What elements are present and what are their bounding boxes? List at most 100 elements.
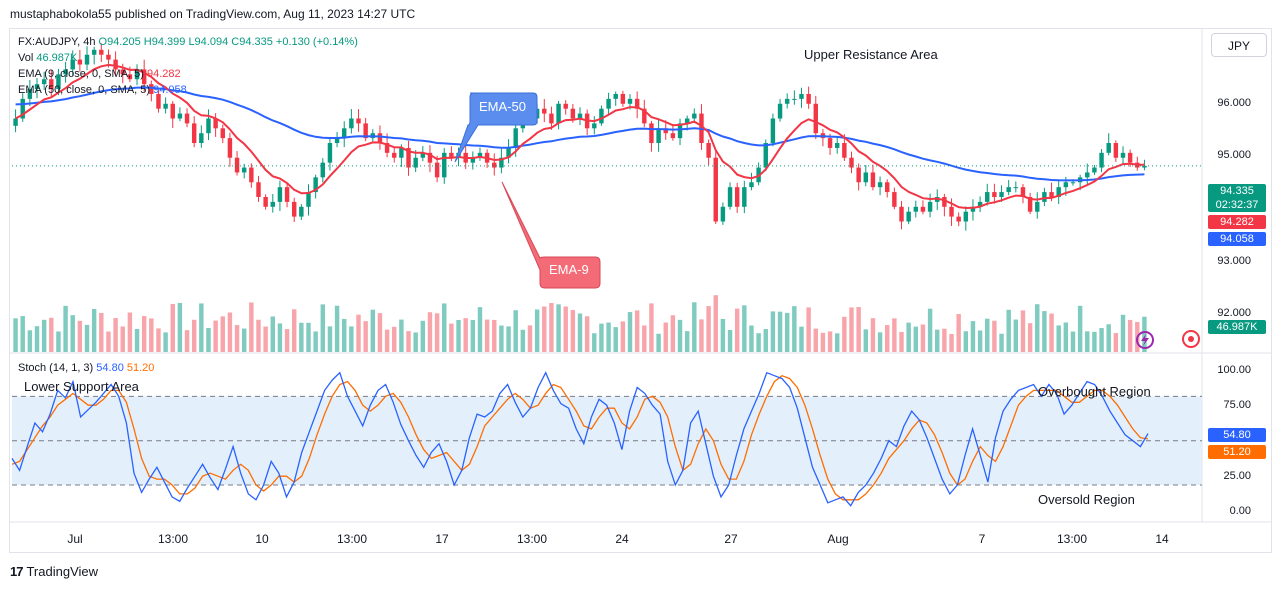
volume-bar	[1056, 325, 1061, 352]
candle-body	[420, 152, 426, 158]
volume-bar	[370, 309, 376, 352]
chart-frame	[9, 28, 1272, 553]
volume-bar	[742, 305, 747, 352]
stoch-k-line	[11, 371, 1149, 507]
volume-bar	[213, 320, 218, 352]
candle-body	[256, 182, 261, 197]
volume-bar	[427, 312, 433, 352]
volume-bar	[442, 303, 447, 352]
candle-body	[592, 123, 597, 129]
volume-bar	[942, 328, 947, 352]
volume-bar	[134, 328, 140, 352]
last-price-value: 94.335	[1220, 185, 1254, 197]
ema50-line	[15, 86, 1145, 182]
candle-body	[384, 143, 390, 153]
stoch-tick: 75.00	[1223, 399, 1251, 411]
volume-bar	[456, 319, 461, 352]
volume-bar	[906, 322, 911, 352]
volume-bar	[1106, 324, 1111, 352]
volume-bar	[885, 325, 890, 352]
candle-body	[913, 206, 919, 212]
candle-body	[99, 49, 104, 55]
candle-body	[863, 172, 869, 183]
volume-bar	[84, 324, 90, 352]
volume-bar	[784, 312, 790, 352]
time-tick: 27	[724, 532, 738, 546]
volume-bar	[249, 302, 254, 352]
volume-bar	[613, 327, 618, 352]
candle-body	[434, 162, 440, 178]
candle-body	[284, 187, 290, 202]
volume-bar	[913, 326, 919, 352]
candle-body	[363, 123, 368, 139]
candle-body	[313, 177, 318, 193]
volume-bar	[927, 308, 933, 352]
candle-body	[577, 113, 583, 119]
legend-vol-label: Vol	[18, 52, 34, 64]
record-icon[interactable]	[1182, 330, 1200, 348]
volume-bar	[1027, 323, 1033, 352]
volume-bar	[99, 312, 104, 352]
legend-vol-value: 46.987K	[36, 52, 78, 64]
candle-body	[985, 192, 990, 202]
tradingview-logo[interactable]: 17 TradingView	[10, 564, 98, 579]
candle-body	[41, 79, 47, 85]
candle-body	[291, 201, 297, 217]
volume-bar	[970, 321, 976, 352]
volume-bar	[327, 326, 333, 352]
candle-body	[306, 192, 311, 207]
stoch-tick: 0.00	[1229, 505, 1251, 517]
volume-bar	[284, 329, 290, 352]
candle-body	[506, 147, 511, 158]
candle-body	[156, 93, 161, 109]
candle-body	[570, 108, 576, 119]
candle-body	[849, 157, 854, 168]
volume-bar	[856, 307, 861, 352]
ema9-price-tag: 94.282	[1208, 215, 1266, 229]
candle-body	[70, 59, 75, 70]
candle-body	[1092, 167, 1097, 173]
price-tick: 93.000	[1217, 255, 1251, 267]
candle-body	[327, 143, 333, 163]
time-tick: 7	[978, 532, 986, 546]
volume-bar	[277, 323, 283, 352]
volume-bar	[834, 333, 840, 352]
alert-lightning-icon[interactable]	[1136, 331, 1154, 349]
volume-bar	[842, 316, 847, 352]
currency-button[interactable]: JPY	[1211, 33, 1267, 57]
volume-bar	[191, 319, 197, 352]
volume-bar	[399, 319, 404, 352]
candle-body	[813, 103, 818, 134]
candle-body	[784, 98, 790, 104]
candle-body	[1027, 196, 1033, 212]
volume-bar	[199, 303, 204, 352]
candle-body	[927, 201, 933, 212]
volume-bar	[563, 306, 568, 352]
volume-bar	[1099, 328, 1104, 352]
candle-body	[542, 108, 547, 114]
volume-bar	[492, 319, 497, 352]
candle-body	[177, 113, 183, 119]
candle-body	[499, 157, 504, 168]
candle-body	[1013, 187, 1019, 189]
candle-body	[799, 93, 804, 99]
volume-bar	[534, 309, 540, 352]
candle-body	[1142, 165, 1147, 168]
volume-bar	[206, 327, 211, 352]
candle-body	[727, 187, 733, 207]
candle-body	[120, 69, 125, 75]
volume-bar	[1127, 319, 1133, 352]
candle-body	[270, 201, 275, 207]
legend-ema50-label: EMA (50, close, 0, SMA, 5)	[18, 84, 151, 96]
volume-bar	[1070, 331, 1076, 352]
candle-body	[899, 206, 904, 222]
volume-bar	[1120, 314, 1126, 352]
time-tick: Aug	[827, 532, 849, 546]
volume-bar	[556, 304, 561, 352]
legend-ema9-label: EMA (9, close, 0, SMA, 5)	[18, 68, 144, 80]
candle-body	[20, 98, 25, 119]
candle-body	[470, 157, 476, 163]
volume-bar	[342, 318, 347, 352]
candle-body	[449, 152, 454, 158]
